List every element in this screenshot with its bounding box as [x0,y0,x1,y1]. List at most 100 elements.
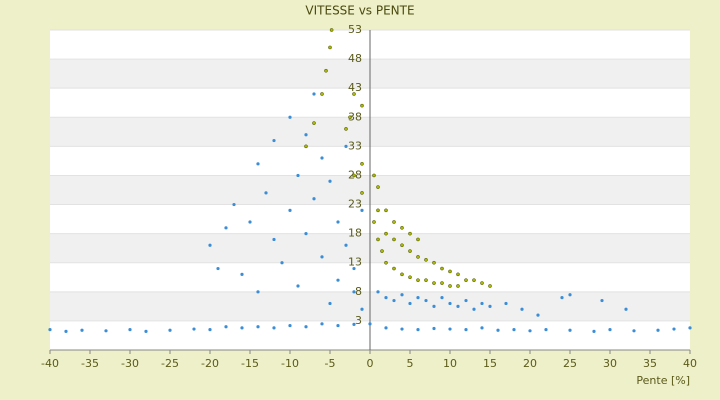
point [448,269,452,274]
point [360,103,364,108]
point [312,197,316,201]
point [544,328,548,332]
point [312,92,316,96]
point [320,322,324,326]
x-tick-label: -40 [41,357,59,370]
point [480,301,484,306]
point [312,121,316,125]
point [632,329,636,333]
point [144,329,148,333]
point [336,323,340,328]
point [344,127,348,131]
point [384,208,388,213]
point [168,328,172,332]
point [400,327,404,331]
point [376,185,380,189]
point [380,249,384,253]
point [256,162,260,166]
point [329,28,334,32]
point [560,296,564,300]
point [456,284,460,288]
x-tick-label: 15 [483,357,497,370]
point [288,323,292,328]
x-tick-label: -35 [81,357,99,370]
point [480,326,484,330]
x-axis-label: Pente [%] [636,374,690,387]
point [424,257,428,262]
point [224,325,228,329]
point [496,328,500,332]
point [408,301,412,306]
y-tick-label: 53 [348,23,362,36]
point [400,293,404,297]
point [304,133,308,137]
point [328,301,332,306]
point [304,144,308,149]
point [216,266,220,271]
point [328,179,332,183]
point [456,304,460,308]
y-tick-label: 28 [348,168,362,181]
point [528,329,532,333]
point [448,301,452,306]
point [372,220,376,224]
y-tick-label: 13 [348,256,362,269]
point [424,298,428,303]
y-tick-label: 33 [348,139,362,152]
point [432,260,436,265]
point [320,156,324,160]
x-tick-label: 10 [443,357,457,370]
point [320,255,324,259]
x-tick-label: 5 [407,357,414,370]
point [624,307,628,311]
point [600,298,604,303]
x-tick-label: 0 [367,357,374,370]
point [656,328,660,332]
point [352,322,356,326]
point [360,307,364,311]
y-tick-label: 48 [348,52,362,65]
point [432,304,436,308]
point [104,329,108,333]
x-tick-label: -20 [201,357,219,370]
x-tick-label: -30 [121,357,139,370]
point [400,243,404,248]
point [344,144,348,148]
point [280,261,284,265]
point [224,226,228,230]
point [464,298,468,303]
point [688,326,692,330]
point [304,325,308,329]
y-tick-label: 23 [348,198,362,211]
point [568,328,572,332]
point [360,161,364,166]
point [520,307,524,311]
point [296,284,300,288]
point [488,284,492,288]
point [512,328,516,332]
point [568,293,572,297]
point [608,328,612,332]
y-tick-label: 3 [355,314,362,327]
point [288,115,292,119]
point [392,266,396,271]
point [408,231,412,236]
point [296,173,300,178]
x-tick-label: -5 [325,357,336,370]
point [384,326,388,330]
point [432,281,436,285]
point [264,191,268,195]
point [272,326,276,330]
point [408,275,412,280]
point [592,329,596,333]
point [256,290,260,294]
point [384,231,388,236]
x-tick-label: 40 [683,357,697,370]
point [432,326,436,331]
point [348,115,352,120]
point [464,328,468,332]
point [392,237,396,242]
point [416,296,420,300]
point [456,272,460,277]
